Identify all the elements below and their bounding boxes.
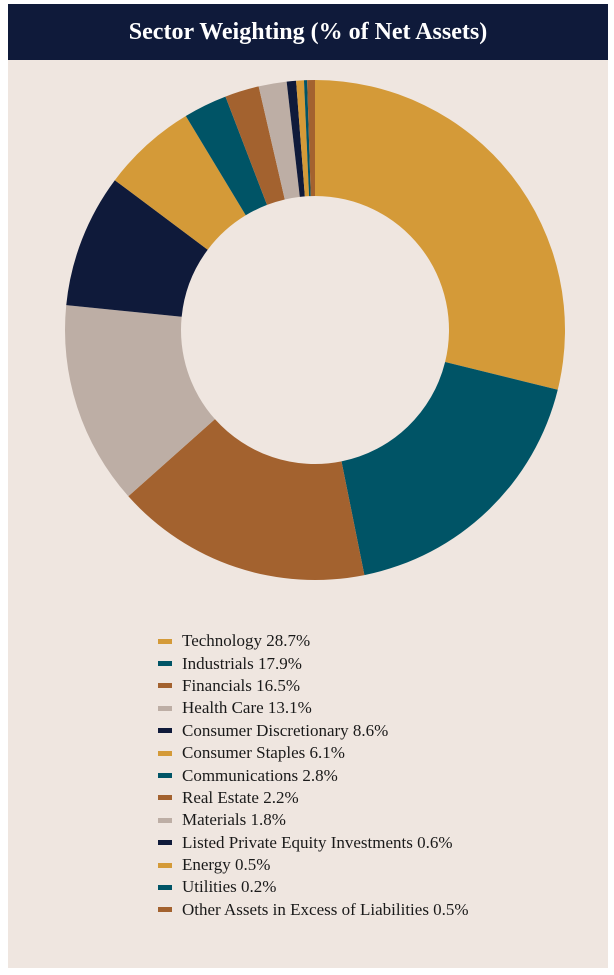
donut-slice-utilities xyxy=(303,80,311,197)
legend-swatch xyxy=(158,795,172,801)
legend-label: Health Care 13.1% xyxy=(182,698,312,718)
donut-slice-communications xyxy=(185,96,268,216)
donut-slice-real-estate xyxy=(225,86,285,205)
donut-slice-technology xyxy=(315,80,565,390)
legend-swatch xyxy=(158,638,172,644)
legend-item: Listed Private Equity Investments 0.6% xyxy=(158,832,469,854)
donut-slice-consumer-staples xyxy=(114,115,246,250)
legend-swatch xyxy=(158,840,172,846)
legend-swatch xyxy=(158,817,172,823)
legend-item: Utilities 0.2% xyxy=(158,876,469,898)
legend-swatch xyxy=(158,907,172,913)
sector-weighting-panel: Sector Weighting (% of Net Assets) Techn… xyxy=(8,4,608,968)
donut-slice-other-assets-in-excess-of-liabilities xyxy=(307,80,315,197)
legend-swatch xyxy=(158,728,172,734)
legend-swatch xyxy=(158,705,172,711)
legend-label: Financials 16.5% xyxy=(182,675,301,695)
legend-item: Health Care 13.1% xyxy=(158,697,469,719)
legend-item: Financials 16.5% xyxy=(158,675,469,697)
legend-label: Materials 1.8% xyxy=(182,810,286,830)
legend-item: Consumer Discretionary 8.6% xyxy=(158,720,469,742)
legend-label: Utilities 0.2% xyxy=(182,877,277,897)
legend-label: Technology 28.7% xyxy=(182,631,311,651)
legend-swatch xyxy=(158,683,172,689)
legend-item: Materials 1.8% xyxy=(158,809,469,831)
chart-title: Sector Weighting (% of Net Assets) xyxy=(8,4,608,60)
donut-slice-industrials xyxy=(341,362,558,576)
legend-label: Other Assets in Excess of Liabilities 0.… xyxy=(182,899,469,919)
legend-swatch xyxy=(158,750,172,756)
donut-chart xyxy=(64,80,565,580)
donut-slice-materials xyxy=(258,81,300,200)
legend-swatch xyxy=(158,884,172,890)
legend-item: Energy 0.5% xyxy=(158,854,469,876)
legend-label: Communications 2.8% xyxy=(182,765,338,785)
legend-item: Other Assets in Excess of Liabilities 0.… xyxy=(158,899,469,921)
legend-swatch xyxy=(158,661,172,667)
legend-item: Consumer Staples 6.1% xyxy=(158,742,469,764)
legend-swatch xyxy=(158,773,172,779)
donut-slice-financials xyxy=(128,419,365,580)
legend-label: Energy 0.5% xyxy=(182,855,271,875)
legend-label: Consumer Discretionary 8.6% xyxy=(182,720,389,740)
legend-item: Technology 28.7% xyxy=(158,630,469,652)
chart-legend: Technology 28.7% Industrials 17.9% Financi… xyxy=(158,630,469,921)
legend-label: Consumer Staples 6.1% xyxy=(182,743,345,763)
legend-label: Industrials 17.9% xyxy=(182,653,302,673)
donut-slice-listed-private-equity-investments xyxy=(286,80,305,197)
donut-slice-energy xyxy=(296,80,310,197)
legend-label: Listed Private Equity Investments 0.6% xyxy=(182,832,453,852)
donut-slice-health-care xyxy=(64,305,215,497)
legend-label: Real Estate 2.2% xyxy=(182,787,299,807)
donut-slice-consumer-discretionary xyxy=(66,180,208,317)
legend-item: Real Estate 2.2% xyxy=(158,787,469,809)
legend-swatch xyxy=(158,862,172,868)
legend-item: Communications 2.8% xyxy=(158,764,469,786)
legend-item: Industrials 17.9% xyxy=(158,652,469,674)
